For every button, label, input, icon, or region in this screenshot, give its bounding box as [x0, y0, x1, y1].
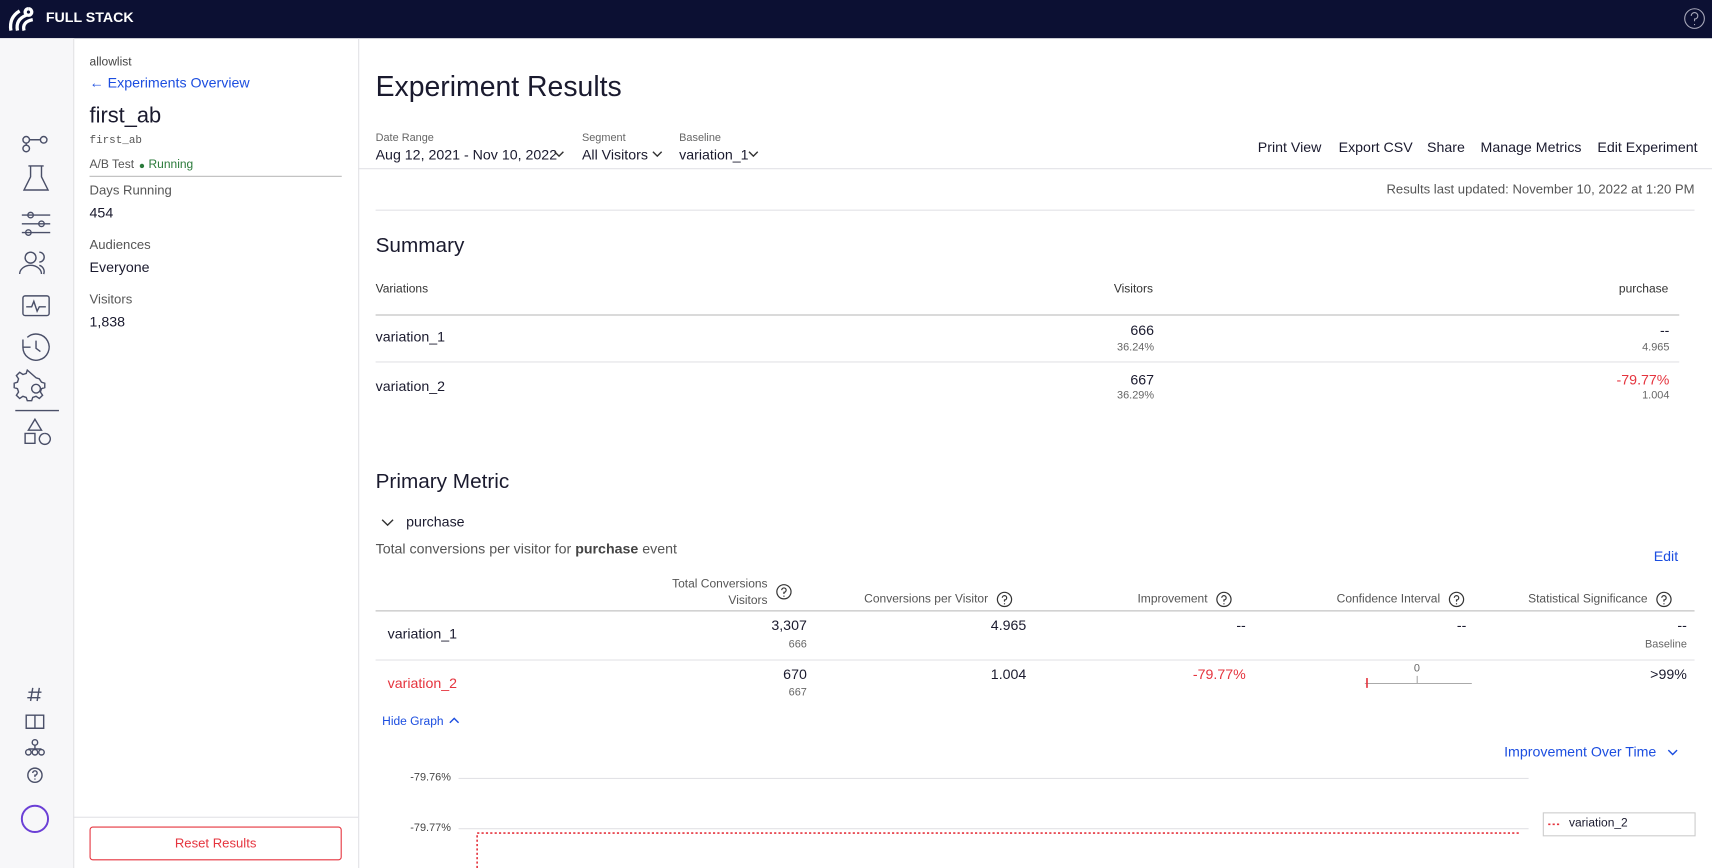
desc: Total conversions per visitor for: [375, 540, 572, 557]
conversions-per-visitor: 4.965: [990, 616, 1027, 634]
back-arrow: ←: [89, 74, 108, 91]
reset-button[interactable]: Reset Results: [89, 826, 342, 861]
divider: [89, 175, 342, 177]
divider: [73, 816, 359, 818]
col-header: Total Conversions: [672, 577, 768, 591]
ci-chart: [1364, 675, 1472, 688]
filter-value[interactable]: All Visitors: [581, 146, 648, 163]
col-header: Visitors: [1113, 282, 1153, 296]
help-icon[interactable]: [1683, 7, 1707, 31]
stat-label: Days Running: [89, 182, 172, 198]
page-title: Experiment Results: [375, 69, 622, 103]
metric-name[interactable]: purchase: [406, 513, 465, 530]
col-header: Confidence Interval: [1336, 592, 1441, 606]
improvement: --: [1236, 616, 1246, 634]
status-dot: [139, 163, 145, 169]
col-header: Improvement: [1137, 592, 1208, 606]
metric-description: Total conversions per visitor for purcha…: [376, 540, 677, 557]
visitor-share: 36.29%: [1117, 389, 1155, 402]
divider: [375, 314, 1680, 316]
graph-select[interactable]: Improvement Over Time: [1504, 743, 1657, 760]
divider: [375, 361, 1680, 363]
stat-value: 454: [89, 204, 114, 221]
experiment-name: first_ab: [89, 103, 162, 128]
brand: FULL STACK: [45, 8, 134, 26]
hide-graph[interactable]: Hide Graph: [382, 715, 444, 729]
top-bar: [0, 0, 1712, 39]
action[interactable]: Manage Metrics: [1480, 138, 1582, 156]
experiment-key: first_ab: [89, 135, 142, 148]
project-name: allowlist: [89, 55, 132, 69]
stat-value: 1,838: [89, 313, 126, 330]
help-icons[interactable]: [0, 0, 1672, 608]
stat-label: Visitors: [89, 291, 133, 307]
col-header: Conversions per Visitor: [864, 592, 989, 606]
desc-event: purchase: [575, 540, 639, 557]
icon-rail: [0, 38, 75, 868]
action[interactable]: Print View: [1257, 138, 1322, 156]
variation: variation_1: [375, 328, 446, 346]
y-tick-label: -79.77%: [410, 822, 451, 835]
edit-link[interactable]: Edit: [1653, 548, 1679, 565]
graph: [458, 777, 1529, 868]
metric-rate: 4.965: [1642, 341, 1670, 354]
visitors: 667: [788, 686, 807, 699]
variation: variation_2: [387, 674, 458, 692]
ci-zero: 0: [1413, 662, 1421, 675]
variation: variation_2: [375, 377, 446, 395]
divider: [375, 209, 1695, 211]
legend-swatch: [1548, 823, 1562, 826]
metric-value: -79.77%: [1616, 371, 1670, 388]
experiment-type: A/B Test: [89, 158, 135, 172]
conversions: 3,307: [771, 616, 807, 634]
significance: >99%: [1650, 666, 1687, 683]
back-link[interactable]: ← Experiments Overview: [90, 74, 250, 91]
visitors: 666: [788, 638, 807, 651]
divider: [358, 168, 1712, 170]
section-title: Primary Metric: [375, 470, 510, 494]
action[interactable]: Share: [1427, 138, 1465, 156]
back-text[interactable]: Experiments Overview: [107, 74, 250, 91]
visitors: 666: [1130, 322, 1155, 339]
confidence-interval: --: [1456, 616, 1467, 634]
variation: variation_1: [387, 625, 458, 643]
stat-label: Audiences: [89, 236, 151, 253]
last-updated: Results last updated: November 10, 2022 …: [1386, 181, 1695, 197]
divider: [375, 659, 1695, 661]
rail-icons[interactable]: [0, 38, 73, 868]
col-header: Statistical Significance: [1528, 592, 1648, 606]
filter-value[interactable]: Aug 12, 2021 - Nov 10, 2022: [375, 146, 558, 163]
divider: [375, 610, 1695, 612]
significance: --: [1677, 616, 1687, 634]
action[interactable]: Edit Experiment: [1597, 138, 1698, 156]
baseline-note: Baseline: [1645, 638, 1687, 651]
status: Running: [148, 158, 194, 172]
filter-label: Segment: [581, 132, 626, 145]
filter-value[interactable]: variation_1: [679, 146, 749, 163]
sidebar: [73, 38, 360, 868]
metric-value: --: [1659, 322, 1670, 339]
col-header: Visitors: [728, 593, 768, 608]
y-tick-label: -79.76%: [410, 771, 451, 784]
col-header: Variations: [375, 282, 429, 296]
conversions: 670: [783, 666, 807, 683]
legend-label: variation_2: [1568, 816, 1628, 830]
filter-label: Baseline: [679, 132, 722, 145]
visitors: 667: [1130, 371, 1155, 388]
section-title: Summary: [375, 234, 465, 258]
col-header: purchase: [1618, 282, 1669, 296]
chevrons: [381, 151, 1678, 756]
logo[interactable]: [7, 4, 40, 35]
visitor-share: 36.24%: [1117, 341, 1155, 354]
desc: event: [642, 540, 678, 557]
conversions-per-visitor: 1.004: [990, 666, 1027, 683]
action[interactable]: Export CSV: [1338, 138, 1413, 156]
improvement: -79.77%: [1192, 666, 1246, 683]
filter-label: Date Range: [375, 132, 434, 145]
metric-rate: 1.004: [1642, 389, 1670, 402]
stat-value: Everyone: [89, 258, 150, 276]
legend: [1542, 812, 1696, 837]
